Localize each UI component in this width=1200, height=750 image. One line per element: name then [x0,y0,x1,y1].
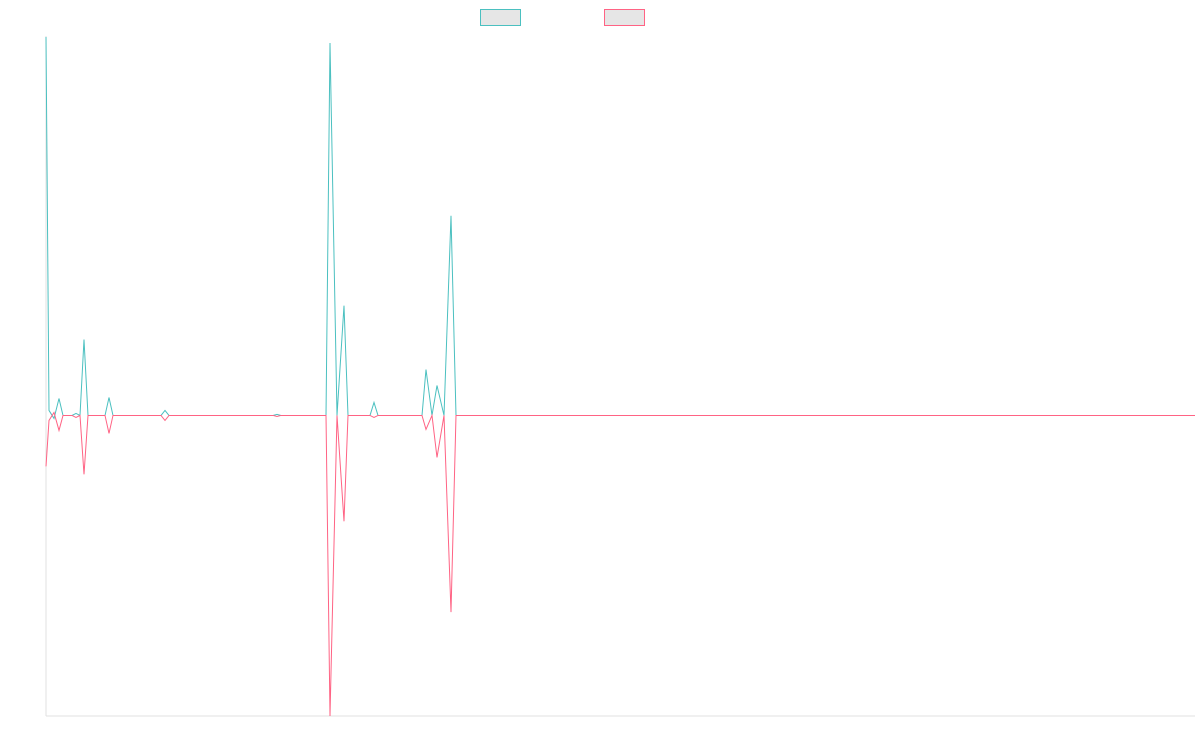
legend-swatch[interactable] [604,9,645,26]
series-line [45,36,1195,420]
legend-swatch[interactable] [480,9,521,26]
series-line [45,411,1195,717]
